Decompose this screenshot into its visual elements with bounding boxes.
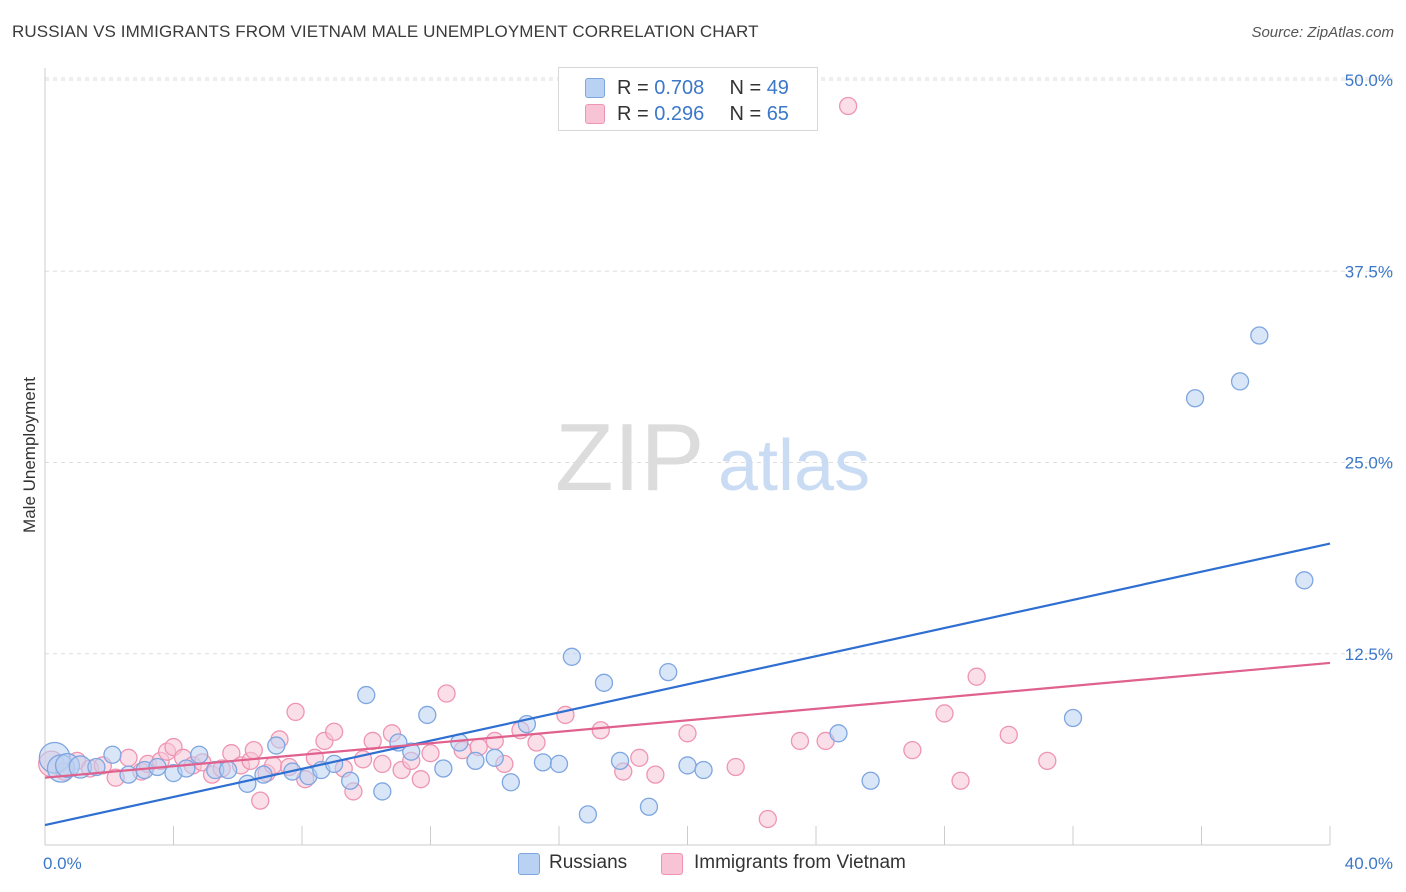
r-label: R =: [617, 77, 649, 99]
russians-point: [1295, 571, 1314, 590]
vietnam-point: [630, 748, 649, 767]
russians-trend-line: [44, 542, 1331, 827]
vietnam-point: [999, 725, 1018, 744]
y-tick-label: 25.0%: [1345, 454, 1393, 473]
legend-swatch-vietnam: [661, 853, 683, 875]
r-value-vietnam: 0.296: [654, 103, 705, 125]
russians-point: [694, 760, 713, 780]
russians-point: [103, 745, 122, 764]
legend-swatch-russians: [585, 78, 605, 98]
y-tick-label: 37.5%: [1345, 262, 1393, 281]
vietnam-point: [967, 667, 986, 686]
russians-point: [578, 805, 598, 824]
y-tick-label: 12.5%: [1345, 645, 1393, 664]
vietnam-point: [244, 740, 263, 760]
russians-point: [418, 705, 437, 725]
russians-point: [549, 754, 569, 774]
vietnam-point: [119, 748, 138, 767]
grid-layer: [44, 68, 1393, 846]
source-credit: Source: ZipAtlas.com: [1251, 24, 1394, 41]
russians-point: [402, 742, 421, 761]
watermark-zip: ZIP: [555, 404, 704, 511]
n-value-vietnam: 65: [766, 103, 789, 125]
russians-point: [861, 771, 880, 790]
russians-point: [1250, 326, 1269, 345]
n-label: N =: [729, 103, 762, 125]
russians-point: [594, 673, 614, 692]
vietnam-point: [1038, 751, 1057, 770]
russians-point: [639, 797, 659, 816]
russians-point: [1230, 372, 1250, 391]
vietnam-point: [485, 731, 504, 751]
russians-point: [373, 782, 392, 801]
vietnam-point: [286, 702, 305, 722]
x-tick-label: 40.0%: [1345, 854, 1393, 873]
tick-labels-layer: 12.5% 25.0% 37.5% 50.0% 0.0% 40.0%: [43, 71, 1393, 873]
russians-point: [610, 751, 630, 770]
russians-point: [254, 765, 273, 784]
vietnam-point: [678, 724, 697, 743]
russians-point: [485, 748, 504, 767]
vietnam-point: [951, 771, 970, 790]
russians-point: [434, 759, 453, 778]
vietnam-point: [373, 754, 392, 774]
x-tick-label: 0.0%: [43, 854, 82, 873]
legend-swatch-vietnam: [585, 104, 605, 124]
russians-point: [466, 751, 485, 770]
y-tick-label: 50.0%: [1345, 71, 1393, 90]
russians-point: [357, 685, 376, 705]
correlation-legend: R = 0.708 N = 49 R = 0.296 N = 65: [558, 67, 818, 131]
russians-point: [218, 760, 238, 780]
vietnam-point: [726, 757, 745, 777]
vietnam-point: [790, 731, 810, 751]
russians-point: [177, 759, 196, 778]
vietnam-point: [437, 684, 456, 703]
vietnam-point: [421, 744, 440, 763]
russians-point: [238, 774, 257, 793]
n-value-russians: 49: [766, 77, 789, 99]
vietnam-point: [591, 721, 610, 740]
points-layer: [38, 96, 1314, 829]
vietnam-point: [527, 733, 546, 752]
r-value-russians: 0.708: [654, 77, 705, 99]
n-label: N =: [729, 77, 762, 99]
vietnam-point: [251, 791, 270, 810]
r-label: R =: [617, 103, 649, 125]
russians-point: [341, 771, 360, 790]
chart-title: RUSSIAN VS IMMIGRANTS FROM VIETNAM MALE …: [12, 22, 759, 41]
russians-point: [678, 756, 697, 775]
russians-point: [533, 753, 553, 772]
russians-point: [87, 757, 106, 777]
russians-point: [659, 662, 678, 682]
vietnam-point: [903, 740, 922, 760]
legend-swatch-russians: [518, 853, 540, 875]
vietnam-point: [646, 765, 665, 784]
russians-point: [562, 647, 581, 666]
russians-point: [190, 745, 209, 764]
russians-point: [1063, 708, 1083, 728]
russians-point: [267, 736, 286, 755]
vietnam-point: [411, 770, 431, 789]
vietnam-point: [935, 704, 954, 723]
vietnam-point: [758, 809, 777, 829]
vietnam-trend-line: [44, 661, 1331, 779]
legend-label-russians: Russians: [549, 852, 628, 873]
legend-label-vietnam: Immigrants from Vietnam: [694, 852, 906, 873]
russians-point: [829, 724, 848, 743]
watermark-atlas: atlas: [718, 426, 870, 506]
russians-point: [1185, 389, 1205, 408]
vietnam-point: [838, 96, 858, 116]
vietnam-point: [324, 722, 344, 741]
trend-lines-layer: [44, 542, 1331, 827]
russians-point: [501, 773, 520, 792]
